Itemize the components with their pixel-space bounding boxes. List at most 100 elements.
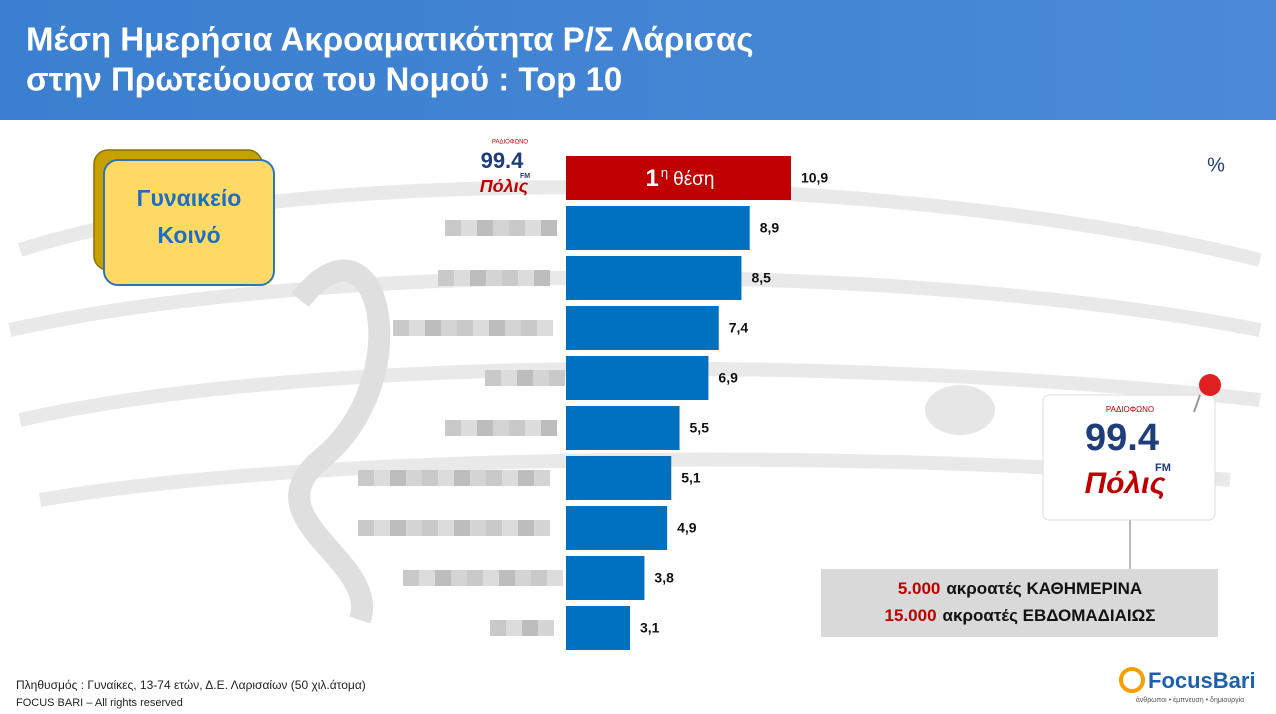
blurred-label [505,320,521,336]
brand-icon [1119,667,1145,693]
value-label: 10,9 [801,170,828,186]
header-band [0,0,1276,120]
station-logo-small: ΡΑΔΙΟΦΩΝΟ 99.4 FM Πόλις [480,140,531,196]
blurred-label [422,520,438,536]
audience-lines: 5.000 ακροατές ΚΑΘΗΜΕΡΙΝΑ 15.000 ακροατές Ε… [885,579,1156,625]
blurred-label [493,420,509,436]
blurred-label [438,520,454,536]
blurred-label [502,520,518,536]
logo-name: Πόλις [1085,467,1166,500]
blurred-label [457,320,473,336]
blurred-label [445,220,461,236]
blurred-label [538,620,554,636]
brand-name: FocusBari [1148,668,1256,693]
logo-name: Πόλις [480,176,529,196]
blurred-label [485,370,501,386]
blurred-label [473,320,489,336]
bar [566,606,630,650]
blurred-label [534,270,550,286]
blurred-label [454,520,470,536]
footer-rights: FOCUS BARI – All rights reserved [16,697,183,709]
blurred-label [486,270,502,286]
blurred-label [489,320,505,336]
station-logo-large: ΡΑΔΙΟΦΩΝΟ 99.4 FM Πόλις [1042,374,1221,575]
value-label: 5,5 [690,420,710,436]
audience-number: 15.000 [885,606,937,625]
blurred-label [499,570,515,586]
annotation-part: 1 [646,165,659,192]
value-label: 4,9 [677,520,697,536]
blurred-label [409,320,425,336]
blurred-label [493,220,509,236]
blurred-label [467,570,483,586]
blurred-label [486,470,502,486]
blurred-label [525,420,541,436]
audience-text: ακροατές ΕΒΔΟΜΑΔΙΑΙΩΣ [943,606,1156,625]
blurred-label [390,470,406,486]
blurred-label [521,320,537,336]
blurred-label [441,320,457,336]
blurred-label [547,570,563,586]
blurred-label [531,570,547,586]
bar [566,556,645,600]
blurred-label [406,520,422,536]
blurred-label [358,470,374,486]
blurred-label [483,570,499,586]
value-label: 8,5 [751,270,771,286]
blurred-label [517,370,533,386]
logo-frequency: 99.4 [1085,417,1159,459]
segment-label: Γυναικείο Κοινό [136,185,242,248]
bar [566,456,672,500]
blurred-label [518,270,534,286]
audience-number: 5.000 [898,579,941,598]
footer-note: Πληθυσμός : Γυναίκες, 13-74 ετών, Δ.Ε. Λ… [16,678,366,692]
blurred-label [515,570,531,586]
blurred-label [506,620,522,636]
segment-box: Γυναικείο Κοινό [93,149,275,286]
blurred-label [406,470,422,486]
blurred-label [454,270,470,286]
blurred-label [438,470,454,486]
value-label: 3,1 [640,620,660,636]
blurred-label [470,470,486,486]
audience-line: 15.000 ακροατές ΕΒΔΟΜΑΔΙΑΙΩΣ [885,606,1156,625]
blurred-label [454,470,470,486]
blurred-label [445,420,461,436]
blurred-label [541,220,557,236]
blurred-label [358,520,374,536]
blurred-label [403,570,419,586]
blurred-label [393,320,409,336]
blurred-label [390,520,406,536]
blurred-label [525,220,541,236]
rank-annotation: 1 η θέση [646,165,715,192]
blurred-label [522,620,538,636]
unit-label: % [1207,154,1225,176]
blurred-label [470,270,486,286]
blurred-label [374,470,390,486]
blurred-label [438,270,454,286]
bar [566,506,668,550]
logo-frequency: 99.4 [481,148,525,173]
bar [566,356,709,400]
bar [566,206,750,250]
blurred-label [425,320,441,336]
blurred-label [549,370,565,386]
blurred-label [534,520,550,536]
value-label: 3,8 [654,570,674,586]
value-label: 7,4 [729,320,749,336]
blurred-label [509,220,525,236]
bar [566,156,791,200]
annotation-part: η [661,165,668,180]
blurred-label [537,320,553,336]
blurred-label [534,470,550,486]
blurred-label [422,470,438,486]
blurred-label [461,220,477,236]
blurred-label [518,470,534,486]
logo-top: ΡΑΔΙΟΦΩΝΟ [492,140,529,146]
blurred-label [374,520,390,536]
blurred-label [509,420,525,436]
blurred-label [502,270,518,286]
bar [566,256,742,300]
